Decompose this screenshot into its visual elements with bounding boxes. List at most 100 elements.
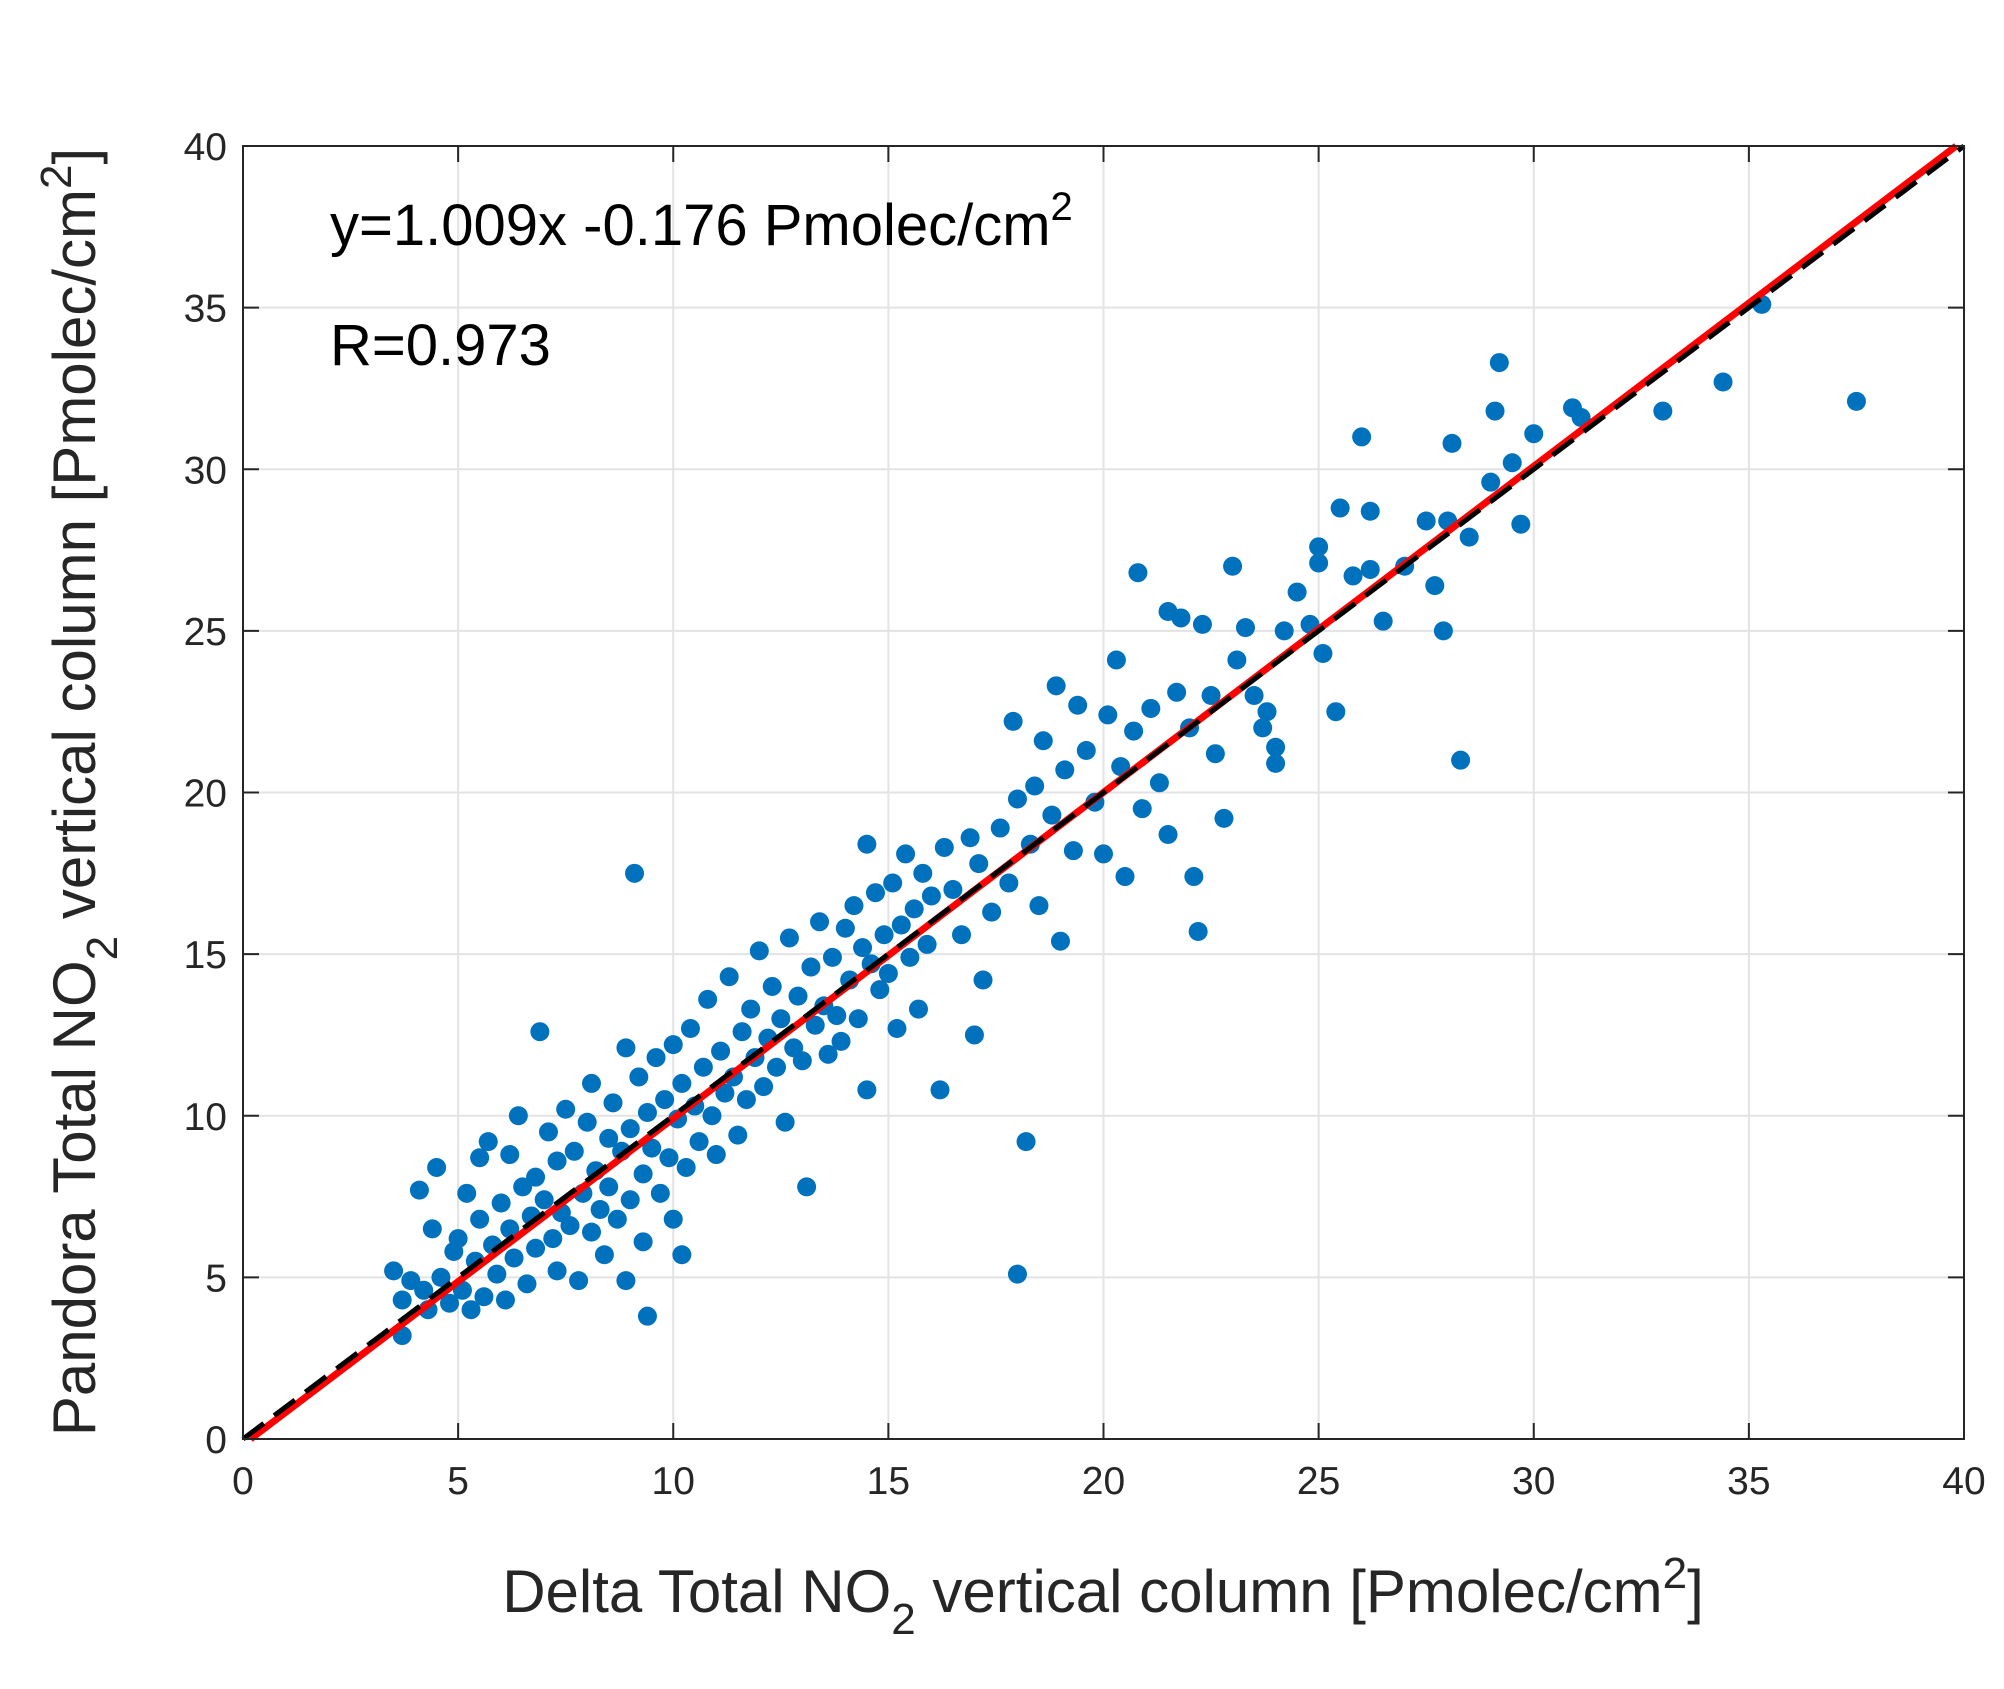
data-point [448, 1229, 468, 1249]
data-point [1524, 424, 1544, 444]
data-point [732, 1022, 752, 1042]
data-point [1167, 682, 1187, 702]
data-point [530, 1022, 550, 1042]
data-point [1330, 498, 1350, 518]
x-tick-label: 35 [1727, 1460, 1770, 1503]
data-point [1141, 698, 1161, 718]
data-point [827, 1006, 847, 1026]
data-point [1007, 1264, 1027, 1284]
data-point [891, 915, 911, 935]
data-point [870, 980, 890, 1000]
data-point [1489, 353, 1509, 373]
data-point [599, 1177, 619, 1197]
data-point [1025, 776, 1045, 796]
data-point [1360, 559, 1380, 579]
data-point [865, 883, 885, 903]
data-point [547, 1151, 567, 1171]
data-point [543, 1229, 563, 1249]
data-point [655, 1090, 675, 1110]
data-point [831, 1031, 851, 1051]
data-point [990, 818, 1010, 838]
axis-ticks [242, 145, 1965, 1440]
data-point [1352, 427, 1372, 447]
data-point [706, 1145, 726, 1165]
data-point [917, 934, 937, 954]
data-point [1063, 841, 1083, 861]
data-point [620, 1119, 640, 1139]
data-point [495, 1290, 515, 1310]
data-point [1244, 686, 1264, 706]
data-point [930, 1080, 950, 1100]
data-point [457, 1183, 477, 1203]
data-point [401, 1271, 421, 1291]
data-point [934, 837, 954, 857]
data-point [900, 947, 920, 967]
x-tick-label: 20 [1082, 1460, 1125, 1503]
data-point [556, 1099, 576, 1119]
data-point [1003, 711, 1023, 731]
data-point [964, 1025, 984, 1045]
data-point [792, 1051, 812, 1071]
x-tick-label: 0 [232, 1460, 254, 1503]
data-point [642, 1138, 662, 1158]
data-point [409, 1180, 429, 1200]
data-point [810, 912, 830, 932]
data-point [857, 834, 877, 854]
data-point [1481, 472, 1501, 492]
x-tick-label: 40 [1942, 1460, 1985, 1503]
data-point [590, 1199, 610, 1219]
data-point [1287, 582, 1307, 602]
data-point [775, 1112, 795, 1132]
data-point [960, 828, 980, 848]
data-point [1373, 611, 1393, 631]
data-point [711, 1041, 731, 1061]
data-point [1106, 650, 1126, 670]
data-point [818, 1044, 838, 1064]
x-tick-label: 10 [652, 1460, 695, 1503]
data-point [943, 879, 963, 899]
data-point [680, 1018, 700, 1038]
data-point [1442, 433, 1462, 453]
data-point [625, 863, 645, 883]
data-point [896, 844, 916, 864]
data-point [478, 1132, 498, 1152]
data-point [771, 1009, 791, 1029]
data-point [633, 1232, 653, 1252]
data-point [526, 1238, 546, 1258]
data-point [547, 1261, 567, 1281]
data-point [508, 1106, 528, 1126]
data-point [1201, 686, 1221, 706]
data-point [633, 1164, 653, 1184]
data-point [1343, 566, 1363, 586]
data-point [973, 970, 993, 990]
data-point [616, 1038, 636, 1058]
data-point [582, 1222, 602, 1242]
data-point [1571, 408, 1591, 428]
data-point [560, 1216, 580, 1236]
data-point [1076, 740, 1096, 760]
data-point [754, 1077, 774, 1097]
data-point [1253, 718, 1273, 738]
grid-lines [242, 145, 1965, 1440]
data-point [1433, 621, 1453, 641]
data-point [440, 1293, 460, 1313]
data-point [1042, 805, 1062, 825]
data-point [1205, 744, 1225, 764]
data-point [384, 1261, 404, 1281]
x-tick-label: 30 [1512, 1460, 1555, 1503]
data-point [504, 1248, 524, 1268]
data-point [1309, 553, 1329, 573]
y-tick-label: 5 [205, 1257, 227, 1300]
y-tick-label: 35 [184, 288, 227, 331]
data-point [999, 873, 1019, 893]
data-point [1653, 401, 1673, 421]
data-point [564, 1141, 584, 1161]
data-point [538, 1122, 558, 1142]
data-point [853, 938, 873, 958]
data-point [736, 1090, 756, 1110]
data-point [1192, 614, 1212, 634]
y-tick-label: 10 [184, 1096, 227, 1139]
data-point [1227, 650, 1247, 670]
data-point [908, 999, 928, 1019]
data-point [629, 1067, 649, 1087]
